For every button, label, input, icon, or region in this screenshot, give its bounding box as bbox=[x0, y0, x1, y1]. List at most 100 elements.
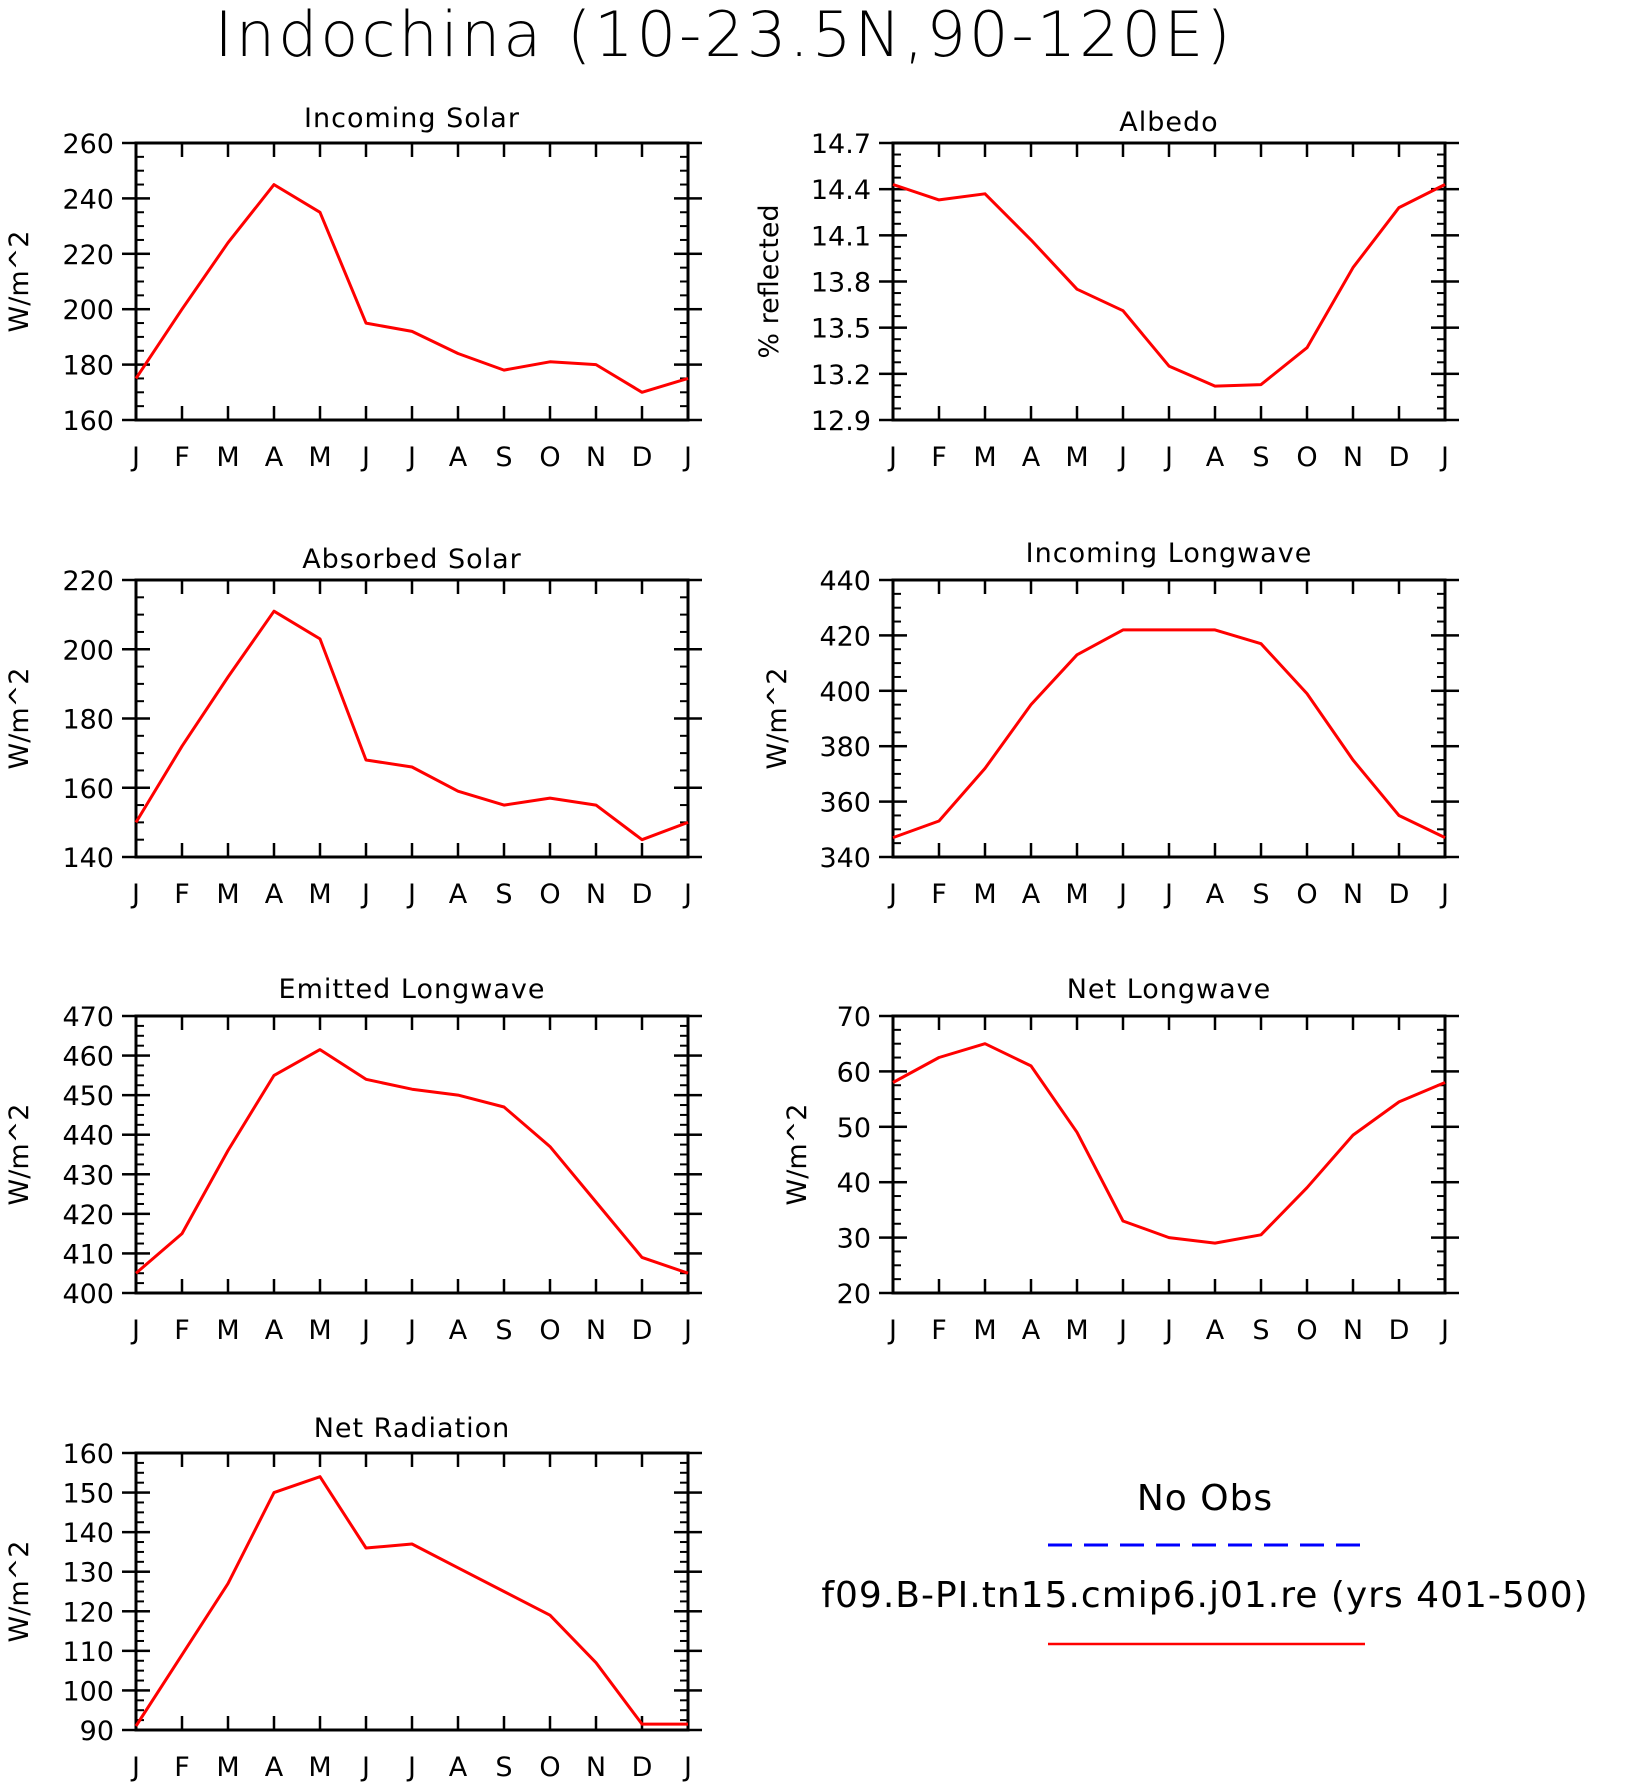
chart-panel-6: J F M A M J J A S O N D J90100110120130140150160Net … bbox=[4, 1413, 702, 1783]
y-tick-label: 160 bbox=[62, 1439, 114, 1470]
y-tick-label: 120 bbox=[62, 1597, 114, 1628]
x-tick-label: J bbox=[1439, 879, 1449, 910]
y-tick-label: 420 bbox=[62, 1200, 114, 1231]
x-tick-label: N bbox=[586, 442, 606, 473]
x-tick-label: J bbox=[1117, 879, 1127, 910]
y-tick-label: 50 bbox=[837, 1113, 871, 1144]
y-tick-label: 130 bbox=[62, 1558, 114, 1589]
x-tick-label: J bbox=[130, 879, 140, 910]
x-tick-label: M bbox=[973, 1315, 996, 1346]
x-tick-label: J bbox=[130, 1315, 140, 1346]
panel-title: Net Radiation bbox=[314, 1413, 511, 1444]
y-tick-label: 12.9 bbox=[811, 406, 871, 437]
x-tick-label: D bbox=[632, 442, 653, 473]
chart-panel-3: J F M A M J J A S O N D J340360380400420440Incoming … bbox=[762, 538, 1459, 910]
y-tick-label: 13.2 bbox=[811, 360, 871, 391]
x-tick-label: A bbox=[1022, 442, 1041, 473]
y-tick-label: 14.1 bbox=[811, 221, 871, 252]
series-line-0 bbox=[134, 183, 689, 394]
x-tick-label: O bbox=[1296, 1315, 1317, 1346]
x-tick-label: J bbox=[887, 879, 897, 910]
x-tick-label: D bbox=[632, 1315, 653, 1346]
y-tick-label: 60 bbox=[837, 1057, 871, 1088]
x-tick-label: S bbox=[495, 1752, 512, 1783]
y-tick-label: 160 bbox=[62, 774, 114, 805]
x-tick-label: J bbox=[682, 1752, 692, 1783]
x-tick-label: D bbox=[1389, 879, 1410, 910]
x-tick-label: J bbox=[887, 1315, 897, 1346]
y-tick-label: 30 bbox=[837, 1224, 871, 1255]
plot-frame bbox=[891, 578, 1447, 859]
x-tick-label: A bbox=[449, 879, 468, 910]
x-tick-label: O bbox=[539, 879, 560, 910]
plot-frame bbox=[134, 141, 690, 422]
x-tick-label: A bbox=[265, 1315, 284, 1346]
y-tick-label: 410 bbox=[62, 1239, 114, 1270]
y-axis-label: W/m^2 bbox=[762, 668, 793, 770]
x-tick-label: M bbox=[973, 442, 996, 473]
y-tick-label: 110 bbox=[62, 1637, 114, 1668]
x-tick-label: A bbox=[1206, 442, 1225, 473]
x-tick-label: M bbox=[216, 1315, 239, 1346]
legend-model-label: f09.B-PI.tn15.cmip6.j01.re (yrs 401-500) bbox=[821, 1575, 1588, 1616]
x-tick-label: A bbox=[265, 442, 284, 473]
y-tick-label: 200 bbox=[62, 295, 114, 326]
y-tick-label: 70 bbox=[837, 1002, 871, 1033]
series-line-0 bbox=[892, 183, 1446, 388]
y-tick-label: 380 bbox=[819, 732, 871, 763]
x-tick-label: J bbox=[406, 1315, 416, 1346]
x-tick-label: J bbox=[406, 879, 416, 910]
x-tick-label: J bbox=[682, 1315, 692, 1346]
y-tick-label: 220 bbox=[62, 566, 114, 597]
x-tick-label: J bbox=[406, 442, 416, 473]
y-tick-label: 400 bbox=[62, 1279, 114, 1310]
y-tick-label: 360 bbox=[819, 788, 871, 819]
x-tick-label: A bbox=[265, 1752, 284, 1783]
x-tick-label: D bbox=[1389, 442, 1410, 473]
x-tick-label: F bbox=[174, 1315, 190, 1346]
x-tick-label: D bbox=[1389, 1315, 1410, 1346]
x-tick-label: S bbox=[1252, 442, 1269, 473]
x-tick-label: A bbox=[449, 1752, 468, 1783]
y-tick-label: 420 bbox=[819, 621, 871, 652]
x-tick-label: F bbox=[174, 442, 190, 473]
x-tick-label: J bbox=[130, 442, 140, 473]
x-tick-label: A bbox=[1022, 879, 1041, 910]
y-axis-label: W/m^2 bbox=[4, 668, 35, 770]
x-tick-label: F bbox=[174, 1752, 190, 1783]
x-tick-label: M bbox=[1065, 1315, 1088, 1346]
x-tick-label: J bbox=[682, 879, 692, 910]
series-line-0 bbox=[134, 1475, 688, 1727]
x-tick-label: D bbox=[632, 1752, 653, 1783]
x-tick-label: O bbox=[1296, 442, 1317, 473]
plot-frame bbox=[891, 141, 1447, 422]
panel-title: Emitted Longwave bbox=[279, 974, 546, 1005]
y-tick-label: 220 bbox=[62, 240, 114, 271]
series-line-0 bbox=[134, 609, 689, 842]
x-tick-label: J bbox=[406, 1752, 416, 1783]
x-tick-label: J bbox=[682, 442, 692, 473]
x-tick-label: N bbox=[1343, 442, 1363, 473]
x-tick-label: A bbox=[449, 442, 468, 473]
panel-title: Incoming Solar bbox=[304, 103, 520, 134]
y-tick-label: 150 bbox=[62, 1479, 114, 1510]
x-tick-label: J bbox=[130, 1752, 140, 1783]
y-tick-label: 13.8 bbox=[811, 268, 871, 299]
y-tick-label: 160 bbox=[62, 406, 114, 437]
x-tick-label: F bbox=[174, 879, 190, 910]
y-tick-label: 180 bbox=[62, 351, 114, 382]
y-axis-label: W/m^2 bbox=[4, 1104, 35, 1206]
y-tick-label: 140 bbox=[62, 843, 114, 874]
y-axis-label: W/m^2 bbox=[4, 231, 35, 333]
x-tick-label: O bbox=[539, 442, 560, 473]
x-tick-label: M bbox=[308, 1752, 331, 1783]
x-tick-label: J bbox=[1117, 1315, 1127, 1346]
y-tick-label: 440 bbox=[819, 566, 871, 597]
x-tick-label: N bbox=[1343, 1315, 1363, 1346]
x-tick-label: A bbox=[449, 1315, 468, 1346]
y-axis-label: % reflected bbox=[754, 204, 785, 358]
panel-title: Incoming Longwave bbox=[1026, 538, 1313, 569]
y-tick-label: 260 bbox=[62, 129, 114, 160]
